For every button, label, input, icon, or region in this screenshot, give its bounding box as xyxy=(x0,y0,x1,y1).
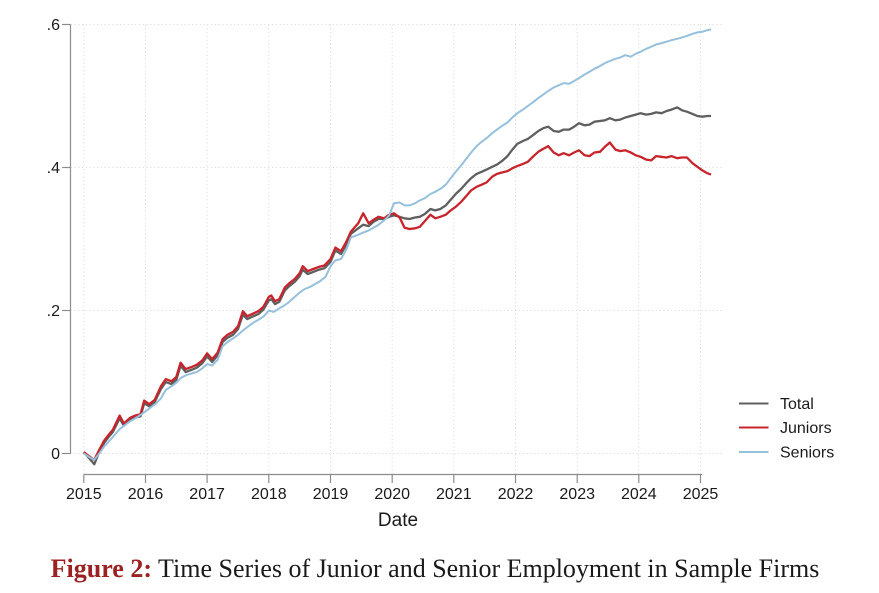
svg-text:.4: .4 xyxy=(47,160,60,177)
svg-text:2017: 2017 xyxy=(189,486,225,503)
svg-text:2024: 2024 xyxy=(621,486,657,503)
svg-text:.2: .2 xyxy=(47,303,60,320)
svg-text:2021: 2021 xyxy=(436,486,472,503)
svg-text:2022: 2022 xyxy=(498,486,534,503)
svg-text:2023: 2023 xyxy=(559,486,595,503)
svg-text:0: 0 xyxy=(51,446,60,463)
svg-text:2018: 2018 xyxy=(251,486,287,503)
svg-text:2016: 2016 xyxy=(128,486,164,503)
svg-text:Total: Total xyxy=(780,396,814,413)
svg-text:2020: 2020 xyxy=(374,486,410,503)
svg-text:Seniors: Seniors xyxy=(780,445,834,462)
svg-text:2025: 2025 xyxy=(683,486,719,503)
svg-text:Date: Date xyxy=(378,510,418,531)
svg-text:.6: .6 xyxy=(47,17,60,34)
svg-text:Juniors: Juniors xyxy=(780,420,832,437)
svg-text:Figure 2: Time Series of Junio: Figure 2: Time Series of Junior and Seni… xyxy=(51,554,820,583)
svg-text:2019: 2019 xyxy=(313,486,349,503)
svg-text:2015: 2015 xyxy=(66,486,102,503)
